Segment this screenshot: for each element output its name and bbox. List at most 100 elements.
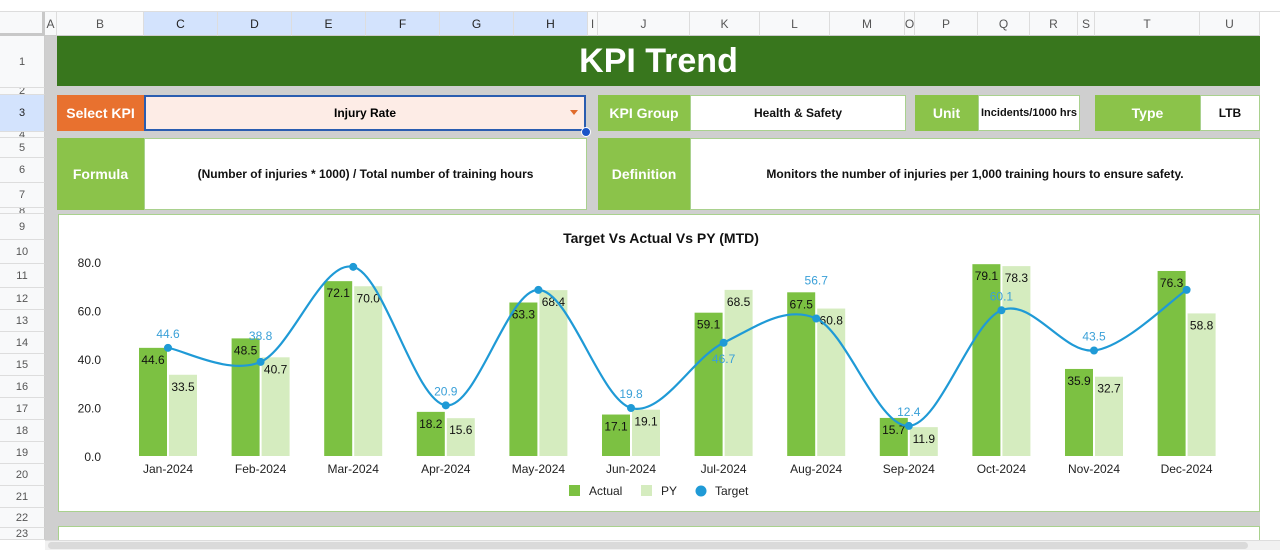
target-point xyxy=(812,314,821,323)
column-header-d[interactable]: D xyxy=(218,12,292,36)
py-bar xyxy=(1095,376,1123,456)
actual-data-label: 48.5 xyxy=(234,343,258,357)
py-data-label: 60.8 xyxy=(820,314,844,328)
column-header-f[interactable]: F xyxy=(366,12,440,36)
column-header-t[interactable]: T xyxy=(1095,12,1200,36)
row-header-20[interactable]: 20 xyxy=(0,464,45,486)
unit-label: Unit xyxy=(915,95,978,131)
row-header-23[interactable]: 23 xyxy=(0,528,45,540)
row-header-17[interactable]: 17 xyxy=(0,398,45,420)
py-data-label: 40.7 xyxy=(264,362,288,376)
row-header-21[interactable]: 21 xyxy=(0,486,45,508)
py-bar xyxy=(1187,313,1216,456)
actual-bar xyxy=(231,338,260,456)
dropdown-arrow-icon[interactable] xyxy=(570,110,578,115)
column-header-e[interactable]: E xyxy=(292,12,366,36)
select-all-corner[interactable] xyxy=(0,12,45,36)
column-header-o[interactable]: O xyxy=(905,12,915,36)
row-header-8[interactable]: 8 xyxy=(0,208,45,214)
actual-bar xyxy=(787,292,816,456)
column-header-g[interactable]: G xyxy=(440,12,514,36)
row-header-15[interactable]: 15 xyxy=(0,354,45,376)
x-tick-label: Feb-2024 xyxy=(235,462,287,476)
kpi-group-value: Health & Safety xyxy=(690,95,906,131)
actual-bar xyxy=(139,347,167,456)
column-header-i[interactable]: I xyxy=(588,12,598,36)
actual-bar xyxy=(602,414,630,456)
x-tick-label: Jan-2024 xyxy=(143,462,193,476)
py-data-label: 32.7 xyxy=(1097,382,1121,396)
target-point xyxy=(997,306,1006,315)
legend-target-swatch xyxy=(695,485,707,497)
column-header-l[interactable]: L xyxy=(760,12,830,36)
target-data-label: 19.8 xyxy=(619,387,643,401)
row-header-2[interactable]: 2 xyxy=(0,88,45,95)
row-header-19[interactable]: 19 xyxy=(0,442,45,464)
row-header-18[interactable]: 18 xyxy=(0,420,45,442)
kpi-dropdown[interactable]: Injury Rate xyxy=(144,95,586,131)
py-data-label: 70.0 xyxy=(357,291,381,305)
select-kpi-label: Select KPI xyxy=(57,95,144,131)
column-header-u[interactable]: U xyxy=(1200,12,1260,36)
column-header-q[interactable]: Q xyxy=(978,12,1030,36)
target-point xyxy=(441,401,450,410)
row-header-16[interactable]: 16 xyxy=(0,376,45,398)
actual-bar xyxy=(1157,270,1186,456)
x-tick-label: Oct-2024 xyxy=(977,462,1027,476)
x-tick-label: Aug-2024 xyxy=(790,462,842,476)
column-header-c[interactable]: C xyxy=(144,12,218,36)
row-header-10[interactable]: 10 xyxy=(0,240,45,264)
column-header-r[interactable]: R xyxy=(1030,12,1078,36)
row-header-5[interactable]: 5 xyxy=(0,138,45,158)
column-header-b[interactable]: B xyxy=(57,12,144,36)
row-header-1[interactable]: 1 xyxy=(0,36,45,88)
legend-target-label: Target xyxy=(715,484,749,498)
row-header-22[interactable]: 22 xyxy=(0,508,45,528)
actual-data-label: 17.1 xyxy=(604,420,628,434)
x-tick-label: Apr-2024 xyxy=(421,462,471,476)
y-tick-label: 80.0 xyxy=(78,256,102,270)
legend-actual-swatch xyxy=(569,485,580,496)
actual-data-label: 63.3 xyxy=(512,307,536,321)
formula-bar[interactable] xyxy=(0,0,1280,12)
target-line xyxy=(167,265,1188,428)
actual-data-label: 15.7 xyxy=(882,423,906,437)
py-data-label: 19.1 xyxy=(634,415,658,429)
row-header-12[interactable]: 12 xyxy=(0,288,45,310)
row-header-4[interactable]: 4 xyxy=(0,132,45,138)
column-header-a[interactable]: A xyxy=(45,12,57,36)
py-bar xyxy=(817,308,846,456)
py-data-label: 68.5 xyxy=(727,295,751,309)
row-header-11[interactable]: 11 xyxy=(0,264,45,288)
definition-value: Monitors the number of injuries per 1,00… xyxy=(690,138,1260,210)
page-title: KPI Trend xyxy=(57,36,1260,86)
py-bar xyxy=(1002,266,1031,456)
row-header-14[interactable]: 14 xyxy=(0,332,45,354)
target-data-label: 20.9 xyxy=(434,384,458,398)
column-header-s[interactable]: S xyxy=(1078,12,1095,36)
column-header-k[interactable]: K xyxy=(690,12,760,36)
column-header-j[interactable]: J xyxy=(598,12,690,36)
actual-bar xyxy=(416,411,445,456)
py-bar xyxy=(446,418,475,456)
column-header-h[interactable]: H xyxy=(514,12,588,36)
row-header-6[interactable]: 6 xyxy=(0,158,45,183)
column-header-p[interactable]: P xyxy=(915,12,978,36)
target-data-label: 46.7 xyxy=(712,352,736,366)
formula-label: Formula xyxy=(57,138,144,210)
fill-handle[interactable] xyxy=(581,127,591,137)
column-header-m[interactable]: M xyxy=(830,12,905,36)
actual-data-label: 44.6 xyxy=(141,353,165,367)
actual-data-label: 67.5 xyxy=(790,297,814,311)
row-header-9[interactable]: 9 xyxy=(0,214,45,240)
target-point xyxy=(1090,346,1098,355)
py-bar xyxy=(724,289,753,456)
x-tick-label: Mar-2024 xyxy=(328,462,380,476)
formula-value: (Number of injuries * 1000) / Total numb… xyxy=(144,138,587,210)
py-bar xyxy=(169,374,197,456)
x-tick-label: Sep-2024 xyxy=(883,462,935,476)
row-header-7[interactable]: 7 xyxy=(0,183,45,208)
row-header-13[interactable]: 13 xyxy=(0,310,45,332)
scrollbar-thumb[interactable] xyxy=(48,542,1248,549)
row-header-3[interactable]: 3 xyxy=(0,95,45,132)
